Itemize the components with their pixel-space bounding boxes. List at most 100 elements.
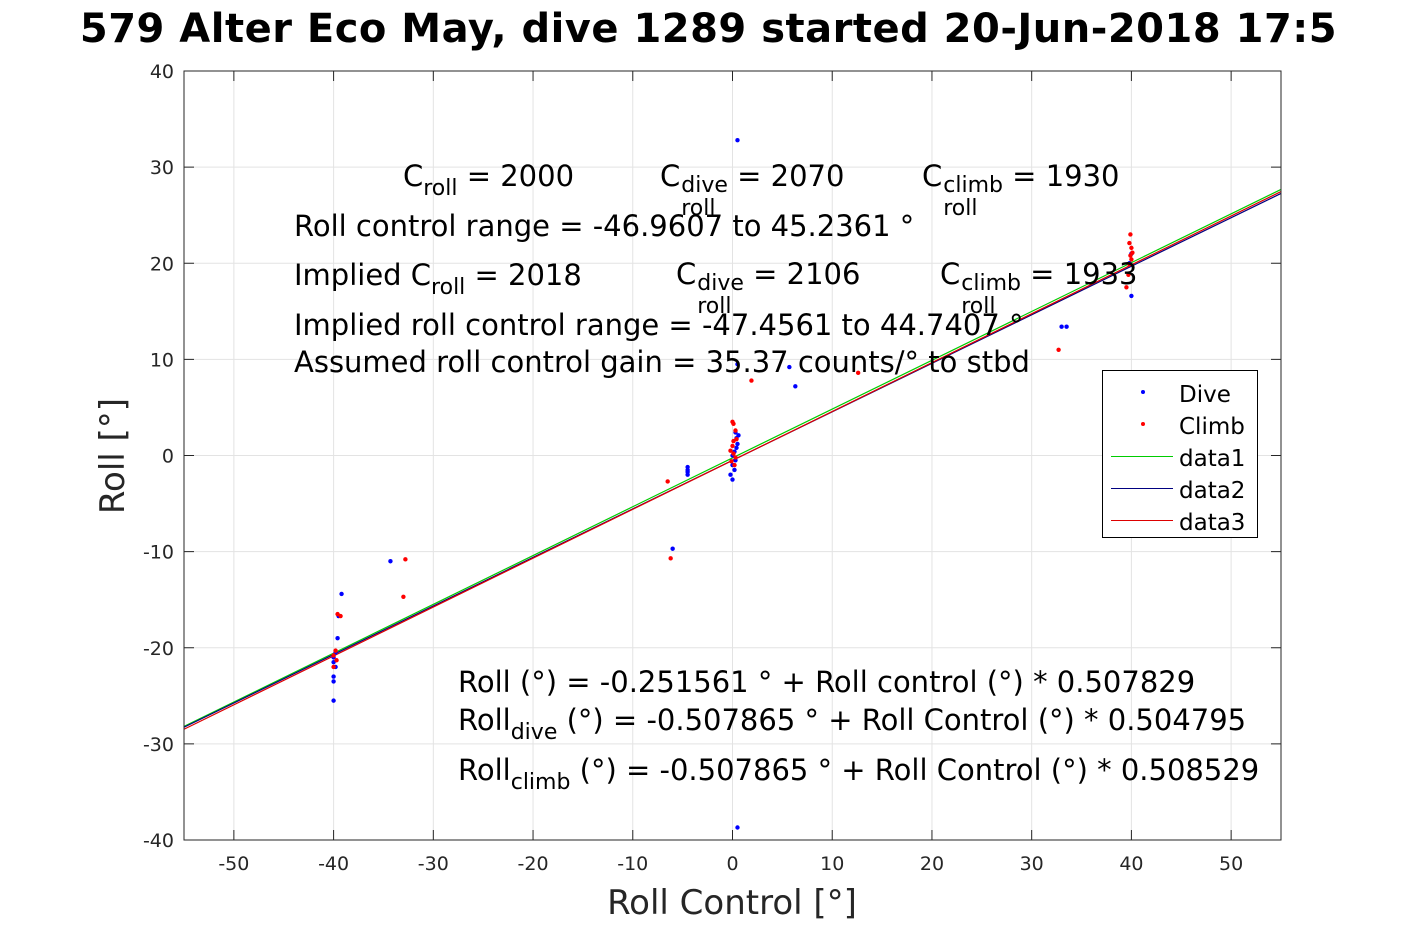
implied-range-annotation: Implied roll control range = -47.4561 to… <box>294 308 1024 342</box>
point-dive <box>787 364 792 370</box>
x-tick-label: 30 <box>1020 853 1044 875</box>
gain-annotation: Assumed roll control gain = 35.37 counts… <box>294 345 1030 379</box>
point-climb <box>331 653 336 658</box>
fit-all-equation: Roll (°) = -0.251561 ° + Roll control (°… <box>458 665 1196 699</box>
point-dive <box>331 674 336 679</box>
point-climb <box>334 658 339 663</box>
legend-dive-label: Dive <box>1179 382 1231 408</box>
point-climb <box>1130 250 1135 255</box>
point-dive <box>388 559 393 564</box>
point-dive <box>1064 324 1069 329</box>
point-climb <box>665 479 670 484</box>
point-climb <box>668 556 673 561</box>
legend-item-data2: data2 <box>1103 472 1257 504</box>
point-climb <box>1124 285 1129 290</box>
legend-data2-label: data2 <box>1179 478 1246 504</box>
legend-data2-line <box>1111 488 1173 489</box>
point-climb <box>1056 347 1061 352</box>
point-climb <box>734 436 739 442</box>
x-tick-label: -50 <box>218 853 249 875</box>
legend-climb-label: Climb <box>1179 414 1245 440</box>
x-tick-label: 40 <box>1119 853 1143 875</box>
roll-control-range-annotation: Roll control range = -46.9607 to 45.2361… <box>294 209 915 243</box>
point-dive <box>793 384 798 389</box>
data-points <box>331 138 1135 830</box>
legend-data3-label: data3 <box>1179 510 1246 536</box>
point-dive <box>730 477 735 482</box>
point-dive <box>735 825 740 830</box>
legend-data1-label: data1 <box>1179 446 1246 472</box>
point-climb <box>731 451 736 456</box>
point-dive <box>735 441 740 447</box>
x-tick-label: 10 <box>820 853 844 875</box>
point-climb <box>338 613 343 619</box>
point-climb <box>403 557 408 562</box>
legend-climb-marker <box>1141 422 1145 426</box>
point-climb <box>733 455 738 460</box>
x-tick-label: -10 <box>617 853 648 875</box>
y-ticks: -40 -30 -20 -10 0 10 20 30 40 <box>143 61 1281 852</box>
point-climb <box>1129 245 1134 251</box>
x-ticks: -50 -40 -30 -20 -10 0 10 20 30 40 50 <box>218 71 1243 875</box>
legend-item-data1: data1 <box>1103 440 1257 472</box>
x-tick-label: 0 <box>726 853 738 875</box>
legend-data1-line <box>1111 456 1173 457</box>
legend: Dive Climb data1 data2 data3 <box>1102 370 1258 538</box>
point-dive <box>732 467 737 473</box>
x-tick-label: 50 <box>1219 853 1243 875</box>
legend-data3-line <box>1111 520 1173 521</box>
point-dive <box>735 138 740 143</box>
fit-climb-equation: Rollclimb (°) = -0.507865 ° + Roll Contr… <box>458 753 1260 795</box>
point-dive <box>1129 293 1134 299</box>
y-tick-label: 20 <box>150 253 174 275</box>
point-climb <box>728 448 733 453</box>
c-roll-annotation: Croll = 2000 <box>403 159 575 201</box>
point-climb <box>729 459 734 464</box>
x-tick-label: 20 <box>920 853 944 875</box>
point-climb <box>749 378 754 383</box>
point-climb <box>732 462 737 468</box>
point-climb <box>333 648 338 653</box>
point-dive <box>335 635 340 641</box>
point-climb <box>733 428 738 433</box>
x-tick-label: -30 <box>418 853 449 875</box>
legend-item-dive: Dive <box>1103 376 1257 408</box>
point-climb <box>1129 257 1134 262</box>
y-tick-label: -20 <box>143 638 174 660</box>
point-climb <box>1127 262 1132 267</box>
point-dive <box>331 698 336 703</box>
point-climb <box>1127 240 1132 246</box>
legend-item-climb: Climb <box>1103 408 1257 440</box>
legend-item-data3: data3 <box>1103 504 1257 536</box>
point-dive <box>728 472 733 477</box>
y-tick-label: 30 <box>150 157 174 179</box>
point-dive <box>735 361 740 367</box>
fit-line-data1 <box>183 188 1282 727</box>
point-dive <box>685 472 690 477</box>
point-climb <box>730 443 735 449</box>
point-dive <box>736 433 741 438</box>
x-tick-label: -40 <box>318 853 349 875</box>
y-tick-label: -40 <box>143 830 174 852</box>
point-dive <box>331 679 336 684</box>
fit-dive-equation: Rolldive (°) = -0.507865 ° + Roll Contro… <box>458 703 1247 745</box>
point-climb <box>855 370 861 376</box>
point-dive <box>339 591 344 597</box>
y-tick-label: 10 <box>150 349 174 371</box>
chart-title: 579 Alter Eco May, dive 1289 started 20-… <box>79 6 1338 52</box>
y-tick-label: 40 <box>150 61 174 83</box>
y-tick-label: -10 <box>143 542 174 564</box>
point-climb <box>401 594 406 600</box>
point-dive <box>1059 324 1064 329</box>
x-axis-label: Roll Control [°] <box>607 883 857 923</box>
implied-c-roll-annotation: Implied Croll = 2018 <box>294 258 582 300</box>
y-tick-label: -30 <box>143 734 174 756</box>
x-tick-label: -20 <box>518 853 549 875</box>
y-tick-label: 0 <box>162 446 174 468</box>
point-dive <box>670 546 675 551</box>
point-climb <box>1126 272 1131 277</box>
point-climb <box>1128 232 1133 237</box>
